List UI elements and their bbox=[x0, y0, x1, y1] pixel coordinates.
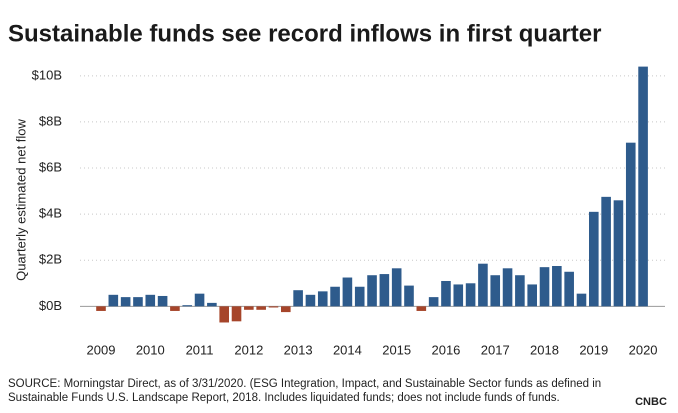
source-line: SOURCE: Morningstar Direct, as of 3/31/2… bbox=[8, 378, 601, 390]
bar bbox=[527, 284, 537, 307]
bar bbox=[207, 302, 217, 307]
bar bbox=[256, 306, 266, 310]
x-tick-label: 2012 bbox=[234, 342, 263, 357]
bar bbox=[589, 211, 599, 307]
y-tick-label: $2B bbox=[39, 252, 62, 267]
bar bbox=[552, 266, 562, 307]
bar bbox=[638, 66, 648, 307]
bar bbox=[465, 283, 476, 307]
bar bbox=[539, 267, 550, 307]
x-tick-label: 2011 bbox=[186, 342, 214, 357]
bar bbox=[379, 274, 390, 307]
bar bbox=[453, 284, 464, 307]
bar bbox=[96, 306, 106, 311]
bar bbox=[133, 297, 143, 307]
chart-title: Sustainable funds see record inflows in … bbox=[8, 20, 601, 47]
y-tick-label: $8B bbox=[39, 113, 62, 128]
bar bbox=[219, 306, 229, 323]
x-tick-label: 2016 bbox=[431, 342, 460, 357]
bar bbox=[367, 275, 377, 307]
bar bbox=[342, 277, 353, 307]
bar bbox=[502, 268, 513, 307]
bar bbox=[613, 200, 624, 307]
x-tick-label: 2009 bbox=[87, 342, 116, 357]
bar bbox=[478, 263, 488, 307]
bar bbox=[354, 286, 365, 307]
bar bbox=[515, 275, 525, 307]
bar bbox=[428, 297, 439, 307]
x-tick-label: 2020 bbox=[629, 342, 658, 357]
bar bbox=[601, 196, 611, 307]
x-tick-label: 2010 bbox=[136, 342, 165, 357]
bar bbox=[170, 306, 180, 311]
y-axis-label: Quarterly estimated net flow bbox=[13, 118, 28, 280]
bar bbox=[244, 306, 254, 310]
bar bbox=[194, 293, 205, 307]
bar bbox=[120, 297, 131, 307]
bar bbox=[182, 305, 193, 307]
x-tick-label: 2018 bbox=[530, 342, 559, 357]
source-line: Sustainable Funds U.S. Landscape Report,… bbox=[8, 392, 560, 404]
y-tick-label: $0B bbox=[39, 298, 62, 313]
y-tick-label: $6B bbox=[39, 159, 62, 174]
bar bbox=[305, 294, 316, 307]
bar bbox=[268, 306, 279, 308]
logo: CNBC bbox=[635, 396, 667, 408]
bar bbox=[281, 306, 291, 313]
x-tick-label: 2015 bbox=[382, 342, 411, 357]
y-tick-label: $10B bbox=[32, 67, 62, 82]
bar bbox=[404, 285, 414, 307]
bar bbox=[317, 291, 328, 307]
bar bbox=[490, 275, 501, 307]
bar bbox=[330, 286, 340, 307]
bar bbox=[416, 306, 427, 311]
x-tick-label: 2013 bbox=[284, 342, 313, 357]
y-tick-label: $4B bbox=[39, 206, 62, 221]
bar bbox=[391, 268, 402, 307]
bar bbox=[108, 294, 119, 307]
x-tick-label: 2014 bbox=[333, 342, 362, 357]
bar bbox=[293, 290, 303, 307]
bar bbox=[564, 271, 574, 307]
bar bbox=[145, 294, 156, 307]
bar bbox=[625, 142, 636, 307]
bar bbox=[576, 293, 587, 307]
bar bbox=[441, 280, 451, 307]
x-tick-label: 2017 bbox=[481, 342, 510, 357]
x-tick-label: 2019 bbox=[579, 342, 608, 357]
bar bbox=[231, 306, 242, 322]
bar bbox=[157, 295, 168, 307]
